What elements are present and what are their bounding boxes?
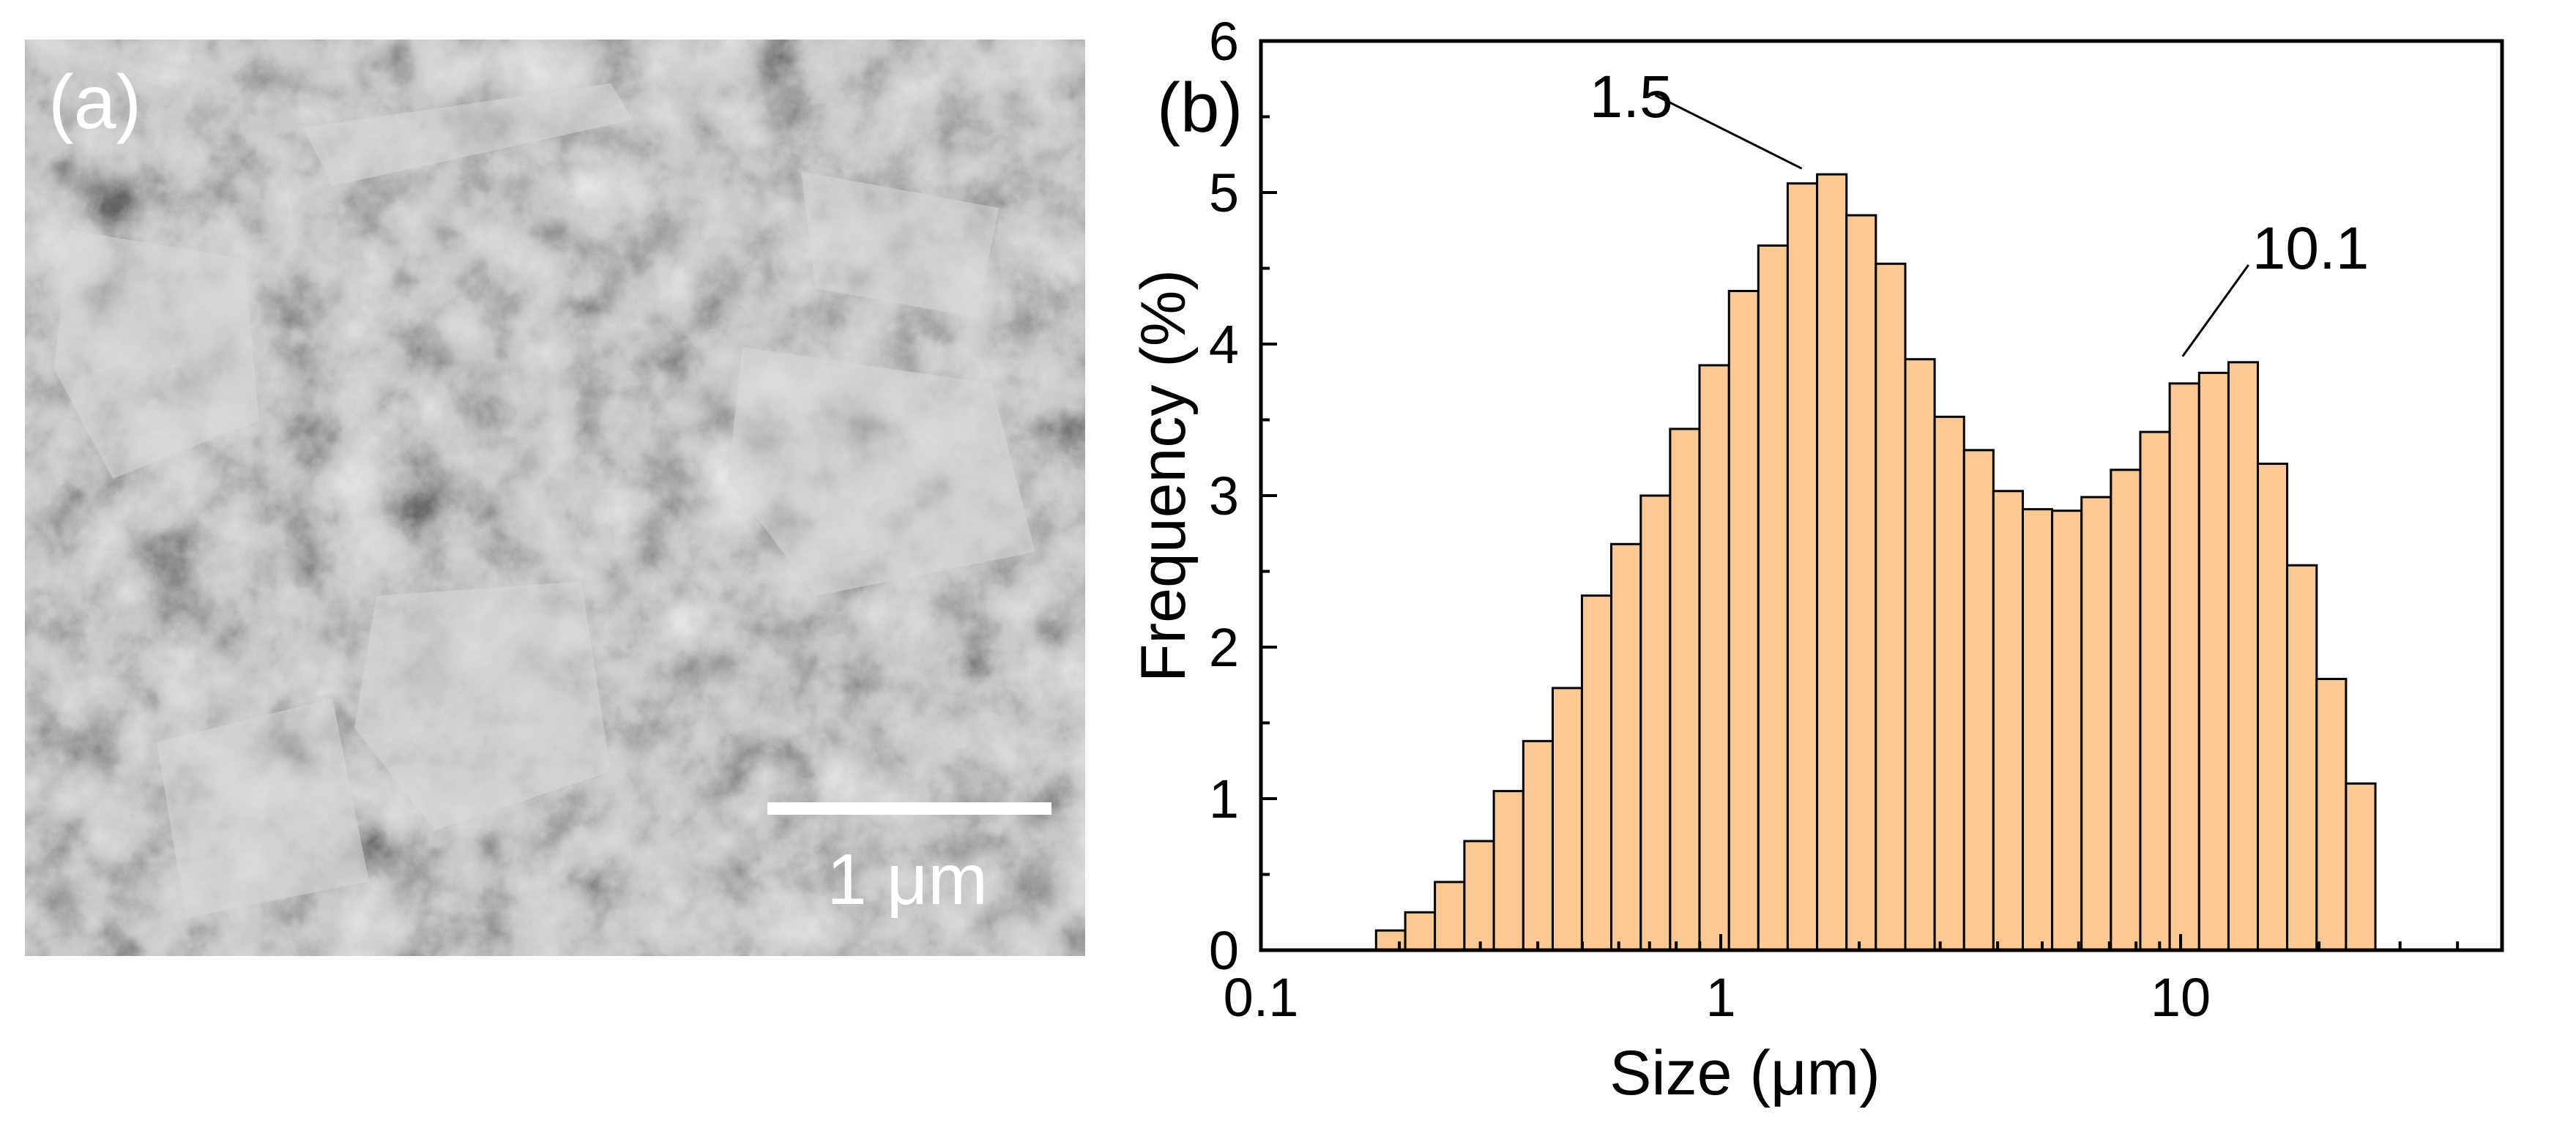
annotation-label: 10.1 bbox=[2252, 215, 2370, 282]
histogram-bar bbox=[1758, 245, 1787, 950]
histogram-bar bbox=[2170, 384, 2199, 950]
histogram-bar bbox=[2257, 464, 2287, 950]
histogram-bar bbox=[1464, 841, 1494, 950]
histogram-bar bbox=[2287, 565, 2317, 950]
panel-b-label: (b) bbox=[1157, 69, 1243, 147]
y-tick-label: 4 bbox=[1209, 314, 1239, 375]
histogram-bar bbox=[2228, 362, 2257, 950]
y-tick-label: 0 bbox=[1209, 920, 1239, 981]
scale-bar-label: 1 μm bbox=[757, 843, 1057, 915]
histogram-bar bbox=[1670, 429, 1700, 950]
histogram-bar bbox=[2317, 679, 2346, 950]
histogram-bar bbox=[1964, 450, 1993, 950]
histogram-bar bbox=[1612, 544, 1641, 950]
y-axis-ticks: 0 1 2 3 4 5 6 bbox=[1209, 11, 1277, 981]
histogram-bar bbox=[1523, 741, 1552, 950]
x-tick-label: 10 bbox=[2151, 967, 2211, 1028]
histogram-bar bbox=[1582, 596, 1611, 950]
annotation-leader-line bbox=[1656, 95, 1802, 168]
histogram-bar bbox=[1700, 365, 1729, 950]
y-tick-label: 1 bbox=[1209, 769, 1239, 829]
histogram-bar bbox=[2346, 783, 2375, 950]
annotation-label: 1.5 bbox=[1590, 64, 1673, 130]
histogram-bar bbox=[1993, 491, 2022, 950]
sem-micrograph bbox=[25, 40, 1085, 956]
histogram-bar bbox=[2111, 470, 2140, 950]
x-tick-label: 1 bbox=[1705, 967, 1735, 1028]
histogram-bar bbox=[2140, 432, 2170, 950]
histogram-bar bbox=[1376, 930, 1405, 950]
histogram-bar bbox=[2199, 373, 2228, 950]
histogram-bar bbox=[1405, 912, 1435, 950]
histogram-bar bbox=[1435, 882, 1464, 950]
histogram-bar bbox=[1787, 184, 1817, 950]
scale-bar bbox=[767, 802, 1051, 815]
histogram-bar bbox=[1494, 791, 1523, 950]
histogram-bar bbox=[2052, 511, 2082, 950]
sem-image-panel: (a) 1 μm bbox=[25, 40, 1085, 956]
histogram-bar bbox=[1905, 359, 1935, 950]
y-axis-title: Frequency (%) bbox=[1128, 269, 1199, 682]
histogram-bar bbox=[1876, 264, 1905, 950]
histogram-bar bbox=[2082, 497, 2111, 950]
histogram-bar bbox=[1552, 688, 1582, 950]
x-axis-title: Size (μm) bbox=[1609, 1038, 1880, 1108]
peak-annotations: 1.5 10.1 bbox=[1590, 64, 2370, 357]
y-tick-label: 3 bbox=[1209, 466, 1239, 526]
histogram-bar bbox=[1935, 417, 1964, 950]
annotation-leader-line bbox=[2183, 265, 2249, 357]
histogram-bar bbox=[1729, 291, 1758, 950]
histogram-bar bbox=[1817, 174, 1847, 950]
y-tick-label: 5 bbox=[1209, 163, 1239, 223]
histogram-bar bbox=[2022, 509, 2052, 950]
panel-a-label: (a) bbox=[48, 64, 141, 141]
histogram-bar bbox=[1847, 215, 1876, 950]
y-tick-label: 6 bbox=[1209, 11, 1239, 72]
y-tick-label: 2 bbox=[1209, 617, 1239, 678]
histogram-bars bbox=[1376, 174, 2375, 950]
histogram-bar bbox=[1641, 496, 1670, 950]
